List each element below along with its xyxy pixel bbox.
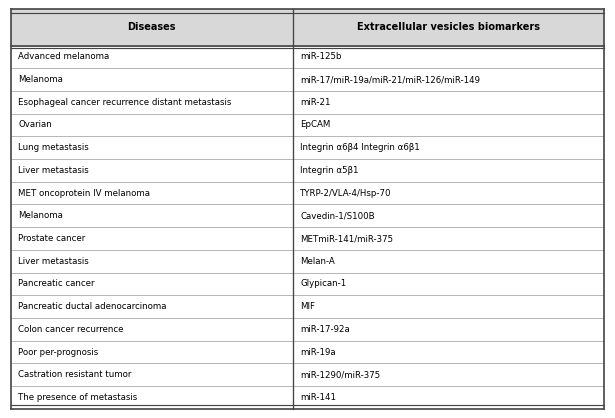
Text: Pancreatic ductal adenocarcinoma: Pancreatic ductal adenocarcinoma (18, 302, 167, 311)
Text: Lung metastasis: Lung metastasis (18, 143, 89, 152)
Text: Prostate cancer: Prostate cancer (18, 234, 85, 243)
Text: Melanoma: Melanoma (18, 212, 63, 220)
Text: METmiR-141/miR-375: METmiR-141/miR-375 (300, 234, 393, 243)
Text: TYRP-2/VLA-4/Hsp-70: TYRP-2/VLA-4/Hsp-70 (300, 189, 392, 198)
Text: MIF: MIF (300, 302, 315, 311)
Text: Glypican-1: Glypican-1 (300, 279, 346, 288)
Text: miR-141: miR-141 (300, 393, 336, 402)
Bar (11, 9, 604, 46)
Text: Cavedin-1/S100B: Cavedin-1/S100B (300, 212, 375, 220)
Text: The presence of metastasis: The presence of metastasis (18, 393, 138, 402)
Text: miR-19a: miR-19a (300, 347, 336, 357)
Text: miR-125b: miR-125b (300, 52, 341, 61)
Text: Liver metastasis: Liver metastasis (18, 166, 89, 175)
Text: Diseases: Diseases (128, 22, 176, 32)
Text: miR-17-92a: miR-17-92a (300, 325, 350, 334)
Text: Ovarian: Ovarian (18, 120, 52, 130)
Text: Liver metastasis: Liver metastasis (18, 257, 89, 266)
Text: Pancreatic cancer: Pancreatic cancer (18, 279, 95, 288)
Text: Poor per-prognosis: Poor per-prognosis (18, 347, 98, 357)
Text: EpCAM: EpCAM (300, 120, 330, 130)
Text: Castration resistant tumor: Castration resistant tumor (18, 370, 132, 379)
Text: Extracellular vesicles biomarkers: Extracellular vesicles biomarkers (357, 22, 540, 32)
Text: miR-21: miR-21 (300, 98, 330, 107)
Text: Integrin α5β1: Integrin α5β1 (300, 166, 359, 175)
Text: Integrin α6β4 Integrin α6β1: Integrin α6β4 Integrin α6β1 (300, 143, 420, 152)
Text: Advanced melanoma: Advanced melanoma (18, 52, 109, 61)
Text: MET oncoprotein IV melanoma: MET oncoprotein IV melanoma (18, 189, 151, 198)
Text: miR-1290/miR-375: miR-1290/miR-375 (300, 370, 380, 379)
Text: Esophageal cancer recurrence distant metastasis: Esophageal cancer recurrence distant met… (18, 98, 232, 107)
Text: miR-17/miR-19a/miR-21/miR-126/miR-149: miR-17/miR-19a/miR-21/miR-126/miR-149 (300, 75, 480, 84)
Text: Melan-A: Melan-A (300, 257, 335, 266)
Text: Colon cancer recurrence: Colon cancer recurrence (18, 325, 124, 334)
Text: Melanoma: Melanoma (18, 75, 63, 84)
